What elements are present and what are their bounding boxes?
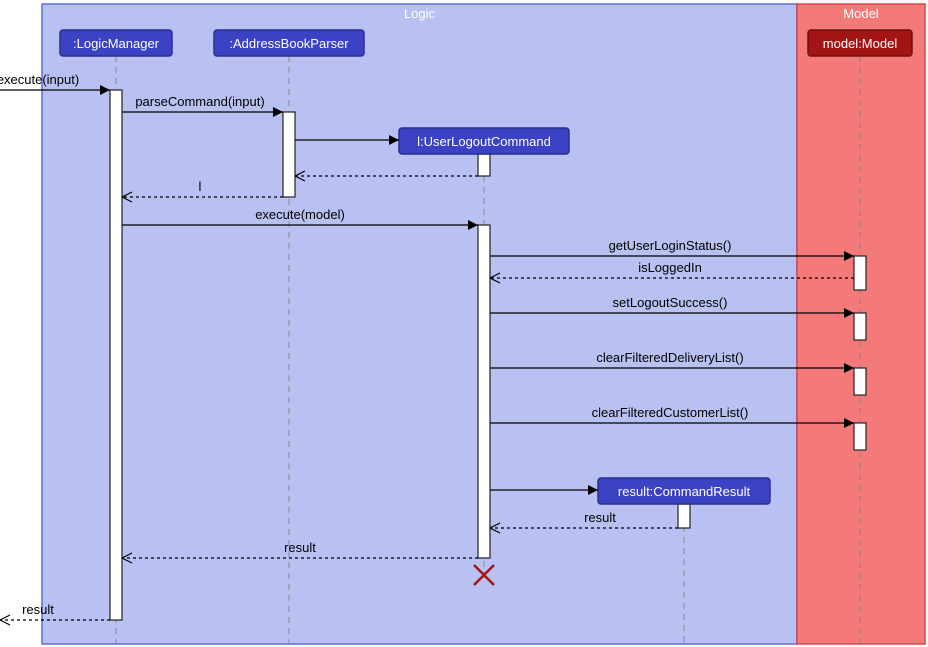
participant-label-logicmgr: :LogicManager — [73, 36, 160, 51]
msg-label: parseCommand(input) — [135, 94, 264, 109]
msg-label: result — [22, 602, 54, 617]
activation-model — [854, 368, 866, 395]
activation-model — [854, 313, 866, 340]
participant-label-abparser: :AddressBookParser — [229, 36, 349, 51]
frame-title-logic: Logic — [404, 6, 436, 21]
participant-label-model: model:Model — [823, 36, 898, 51]
msg-label: clearFilteredCustomerList() — [592, 405, 749, 420]
msg-label: getUserLoginStatus() — [609, 238, 732, 253]
sequence-diagram: Logic Model :LogicManager :AddressBookParse… — [0, 0, 928, 647]
participant-label-ulcmd: l:UserLogoutCommand — [417, 134, 551, 149]
msg-label: setLogoutSuccess() — [613, 295, 728, 310]
msg-label: isLoggedIn — [638, 260, 702, 275]
msg-label: l — [199, 179, 202, 194]
participant-label-cmdres: result:CommandResult — [618, 484, 751, 499]
msg-label: clearFilteredDeliveryList() — [596, 350, 743, 365]
activation-ulcmd — [478, 225, 490, 558]
msg-label: result — [584, 510, 616, 525]
frame-title-model: Model — [843, 6, 879, 21]
activation-ulcmd — [478, 154, 490, 176]
msg-label: result — [284, 540, 316, 555]
activation-model — [854, 256, 866, 290]
activation-abparser — [283, 112, 295, 197]
msg-label: execute(model) — [255, 207, 345, 222]
activation-cmdres — [678, 504, 690, 528]
activation-model — [854, 423, 866, 450]
activation-logicmgr — [110, 90, 122, 620]
msg-label: execute(input) — [0, 72, 79, 87]
